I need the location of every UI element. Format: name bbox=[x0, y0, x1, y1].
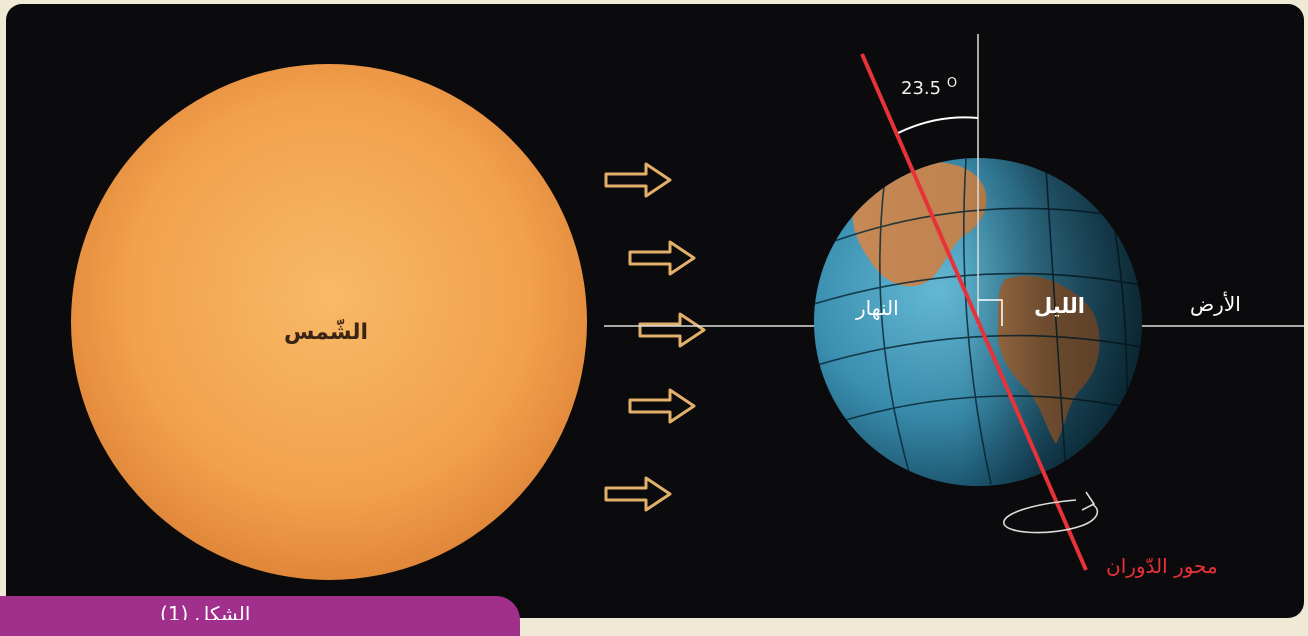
ray-arrow-2 bbox=[628, 240, 696, 276]
ray-arrow-4 bbox=[628, 388, 696, 424]
rotation-direction-arrow bbox=[1003, 491, 1099, 534]
tilt-angle-label: 23.5 O bbox=[901, 76, 957, 99]
tilt-angle-arc bbox=[895, 116, 979, 135]
ray-arrow-1 bbox=[604, 162, 672, 198]
tilt-angle-value: 23.5 bbox=[901, 78, 942, 99]
ray-arrow-3 bbox=[638, 312, 706, 348]
caption-tab bbox=[0, 596, 520, 636]
day-label: النهار bbox=[856, 296, 899, 320]
ray-arrow-5 bbox=[604, 476, 672, 512]
rotation-axis-label: محور الدّوران bbox=[1106, 554, 1218, 578]
sunlight-arrows bbox=[604, 162, 706, 512]
earth-label: الأرض bbox=[1190, 292, 1241, 316]
figure-caption: الشكل (1) bbox=[160, 602, 251, 620]
diagram-stage: الشّمس النهار الليل الأرض 23.5 O محور ال… bbox=[6, 4, 1304, 618]
sun-label: الشّمس bbox=[284, 320, 369, 345]
right-angle-marker bbox=[978, 299, 1003, 326]
rotation-axis-line bbox=[860, 53, 1088, 571]
night-label: الليل bbox=[1034, 294, 1085, 318]
sun-disc bbox=[71, 64, 587, 580]
diagram-svg bbox=[71, 34, 1304, 580]
tilt-angle-unit: O bbox=[946, 76, 958, 91]
